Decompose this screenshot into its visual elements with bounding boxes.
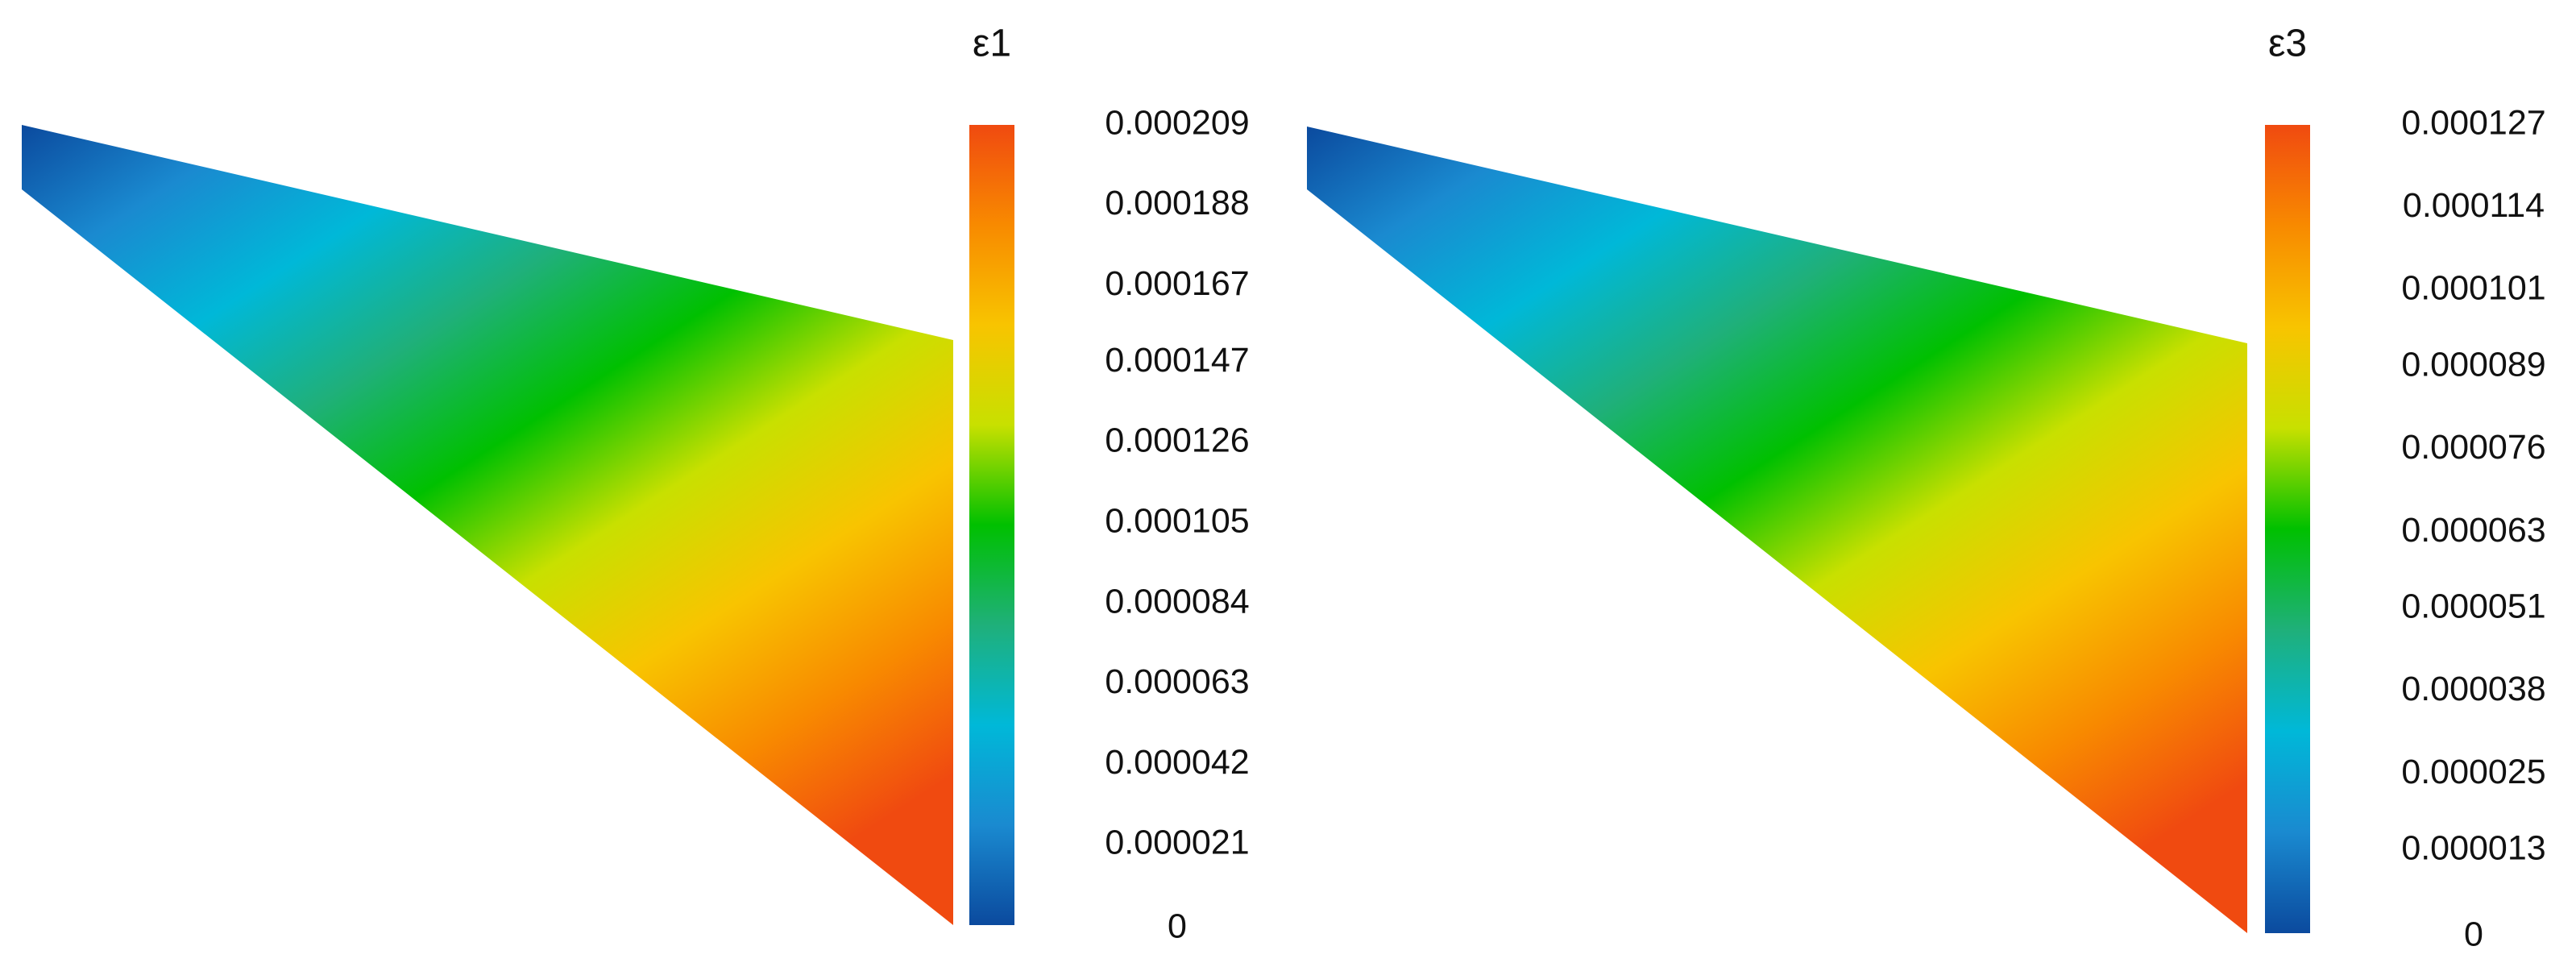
colorbar-tick-label: 0.000051	[2401, 587, 2545, 626]
colorbar-tick-label: 0	[1168, 907, 1187, 945]
colorbar-tick-label: 0.000188	[1105, 184, 1249, 222]
colorbar-tick-label: 0.000084	[1105, 582, 1249, 620]
colorbar-tick-label: 0.000025	[2401, 753, 2545, 791]
colorbar-tick-label: 0.000126	[1105, 421, 1249, 460]
colorbar-tick-label: 0.000021	[1105, 824, 1249, 862]
chart-title: ε1	[973, 23, 1011, 65]
colorbar-tick-label: 0.000042	[1105, 743, 1249, 782]
colorbar-tick-label: 0.000076	[2401, 428, 2545, 467]
colorbar-tick-label: 0.000101	[2401, 269, 2545, 308]
colorbar-tick-label: 0.000105	[1105, 501, 1249, 540]
colorbar-tick-label: 0.000063	[1105, 662, 1249, 701]
contour-field	[1307, 127, 2247, 933]
colorbar-tick-label: 0	[2464, 915, 2483, 953]
colorbar-tick-label: 0.000038	[2401, 670, 2545, 708]
colorbar-tick-label: 0.000147	[1105, 341, 1249, 380]
colorbar-tick-label: 0.000167	[1105, 264, 1249, 303]
colorbar-tick-label: 0.000063	[2401, 511, 2545, 550]
chart-title: ε3	[2268, 23, 2307, 65]
colorbar	[969, 125, 1014, 925]
colorbar-tick-label: 0.000209	[1105, 103, 1249, 142]
colorbar	[2265, 125, 2310, 933]
colorbar-tick-label: 0.000127	[2401, 103, 2545, 142]
contour-field	[22, 125, 953, 925]
colorbar-tick-label: 0.000013	[2401, 829, 2545, 868]
colorbar-tick-label: 0.000114	[2403, 186, 2545, 225]
colorbar-tick-label: 0.000089	[2401, 345, 2545, 384]
